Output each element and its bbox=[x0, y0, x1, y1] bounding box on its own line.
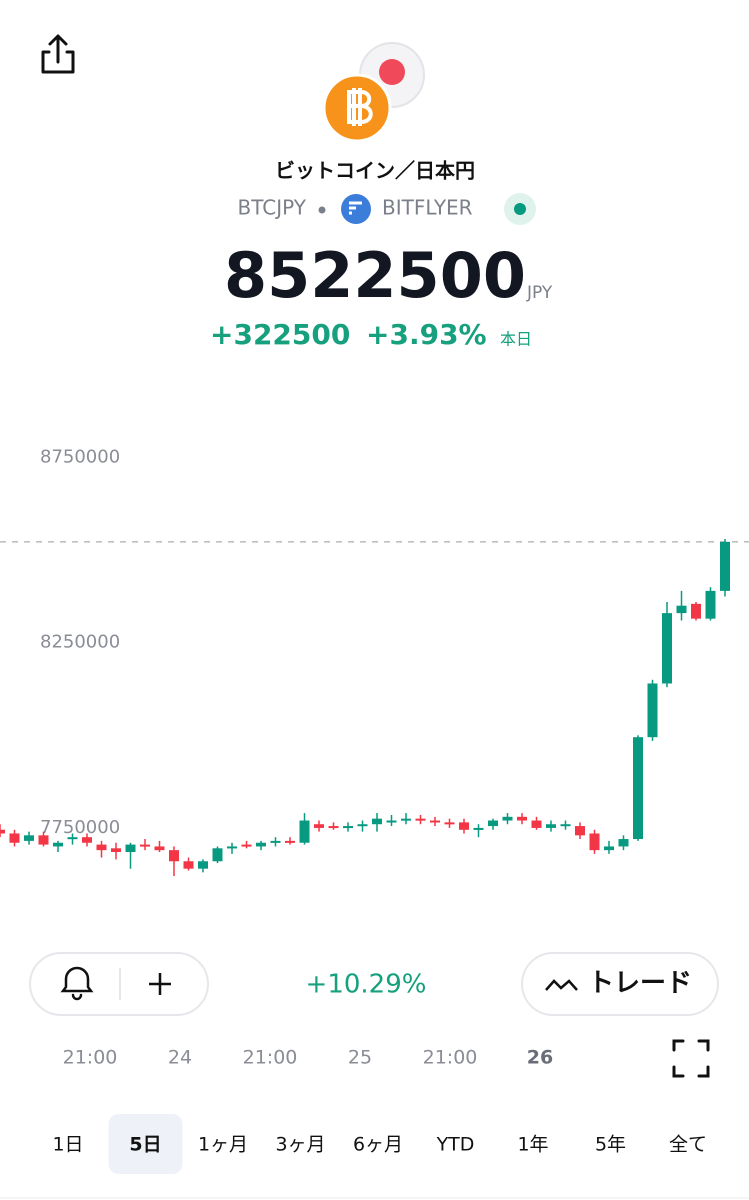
candle-body bbox=[488, 820, 498, 827]
period-tab[interactable]: 6ヶ月 bbox=[353, 1134, 403, 1156]
change: +322500 bbox=[210, 318, 350, 351]
market-status-dot bbox=[514, 203, 526, 215]
exchange: BITFLYER bbox=[382, 196, 473, 220]
share-button[interactable] bbox=[41, 34, 75, 74]
candle-body bbox=[647, 683, 658, 738]
pair-name: ビットコイン／日本円 bbox=[275, 159, 475, 183]
y-tick-label: 7750000 bbox=[40, 817, 120, 838]
x-label: 26 bbox=[527, 1047, 553, 1069]
candle-body bbox=[459, 822, 469, 830]
candle-body bbox=[546, 824, 556, 828]
candle-body bbox=[227, 846, 237, 849]
trade-icon bbox=[545, 979, 578, 991]
candle-body bbox=[575, 826, 585, 836]
candle-body bbox=[517, 816, 527, 821]
candle-body bbox=[633, 737, 643, 840]
period-tab[interactable]: 1年 bbox=[517, 1134, 548, 1156]
candle-body bbox=[111, 848, 121, 852]
candle-body bbox=[560, 824, 571, 827]
period-selected bbox=[108, 1114, 183, 1174]
candle-body bbox=[502, 816, 513, 821]
candle-body bbox=[705, 590, 716, 619]
candle-body bbox=[299, 820, 310, 843]
x-label: 21:00 bbox=[243, 1047, 298, 1069]
candle-body bbox=[531, 820, 542, 828]
y-tick-label: 8750000 bbox=[40, 447, 120, 468]
candle-body bbox=[140, 844, 150, 847]
trade-label: トレード bbox=[588, 969, 692, 999]
symbol: BTCJPY bbox=[238, 196, 307, 220]
flag-dot bbox=[379, 59, 405, 85]
period-tab[interactable]: 全て bbox=[669, 1134, 707, 1156]
candle-body bbox=[285, 840, 295, 843]
price: 8522500 bbox=[224, 239, 526, 312]
period-tab[interactable]: 1ヶ月 bbox=[198, 1134, 248, 1156]
candle-body bbox=[328, 826, 339, 829]
currency: JPY bbox=[526, 283, 553, 303]
candle-body bbox=[67, 837, 78, 840]
candle-body bbox=[256, 842, 266, 847]
candle-chart: 7750000 8250000 8750000 bbox=[0, 447, 749, 877]
separator bbox=[318, 206, 326, 214]
candle-body bbox=[589, 833, 600, 851]
period-tab[interactable]: YTD bbox=[436, 1134, 475, 1156]
candle-body bbox=[198, 861, 208, 869]
y-tick-label: 8250000 bbox=[40, 632, 120, 653]
period-tab[interactable]: 3ヶ月 bbox=[275, 1134, 325, 1156]
period-tab[interactable]: 5日 bbox=[129, 1134, 161, 1156]
candle-body bbox=[314, 824, 324, 828]
candle-body bbox=[720, 541, 730, 591]
candle-body bbox=[343, 826, 353, 829]
change-period: 本日 bbox=[500, 330, 532, 349]
candle-body bbox=[183, 861, 194, 869]
candle-body bbox=[212, 848, 223, 862]
candle-body bbox=[676, 605, 687, 614]
exchange-glyph bbox=[349, 201, 362, 215]
candle-body bbox=[125, 844, 136, 852]
x-label: 24 bbox=[168, 1047, 192, 1069]
candle-body bbox=[169, 850, 179, 862]
candle-body bbox=[691, 603, 701, 619]
x-label: 21:00 bbox=[423, 1047, 478, 1069]
candle-body bbox=[82, 837, 92, 843]
period-tab[interactable]: 1日 bbox=[52, 1134, 83, 1156]
candle-body bbox=[241, 844, 252, 847]
fullscreen-button[interactable] bbox=[672, 1039, 710, 1078]
candle-body bbox=[386, 820, 397, 823]
candle-body bbox=[38, 835, 49, 845]
alert-button[interactable] bbox=[60, 966, 94, 1001]
candle-body bbox=[24, 835, 34, 841]
period-tab[interactable]: 5年 bbox=[595, 1134, 626, 1156]
add-button[interactable] bbox=[149, 973, 171, 995]
candle-body bbox=[372, 818, 382, 825]
candle-body bbox=[53, 842, 63, 847]
candle-body bbox=[618, 839, 629, 847]
candle-body bbox=[154, 846, 165, 851]
candle-body bbox=[96, 844, 107, 851]
candle-body bbox=[473, 827, 484, 830]
candle-body bbox=[415, 818, 426, 821]
candle-body bbox=[604, 846, 614, 851]
candle-body bbox=[401, 818, 411, 821]
trade-button[interactable] bbox=[521, 952, 719, 1016]
candle-body bbox=[444, 822, 455, 825]
btc-glyph bbox=[347, 88, 373, 126]
x-label: 21:00 bbox=[63, 1047, 118, 1069]
change-percent: +3.93% bbox=[366, 318, 487, 351]
candle-body bbox=[270, 840, 281, 843]
candle-body bbox=[430, 820, 440, 823]
x-label: 25 bbox=[348, 1047, 372, 1069]
candle-body bbox=[9, 833, 20, 843]
candle-body bbox=[662, 613, 672, 684]
candle-body bbox=[357, 824, 368, 827]
candle-body bbox=[0, 829, 5, 834]
range-change: +10.29% bbox=[306, 970, 427, 1000]
